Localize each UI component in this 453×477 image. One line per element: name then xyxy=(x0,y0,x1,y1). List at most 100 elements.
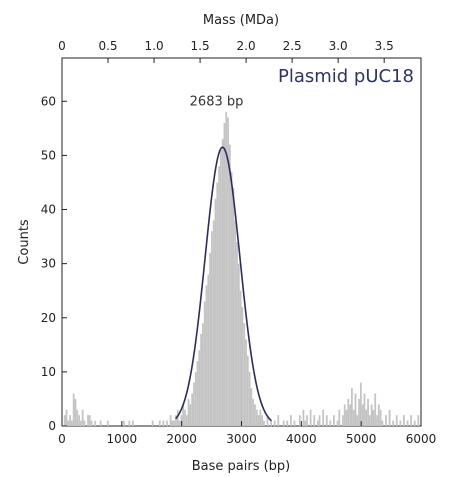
top-tick-label: 0 xyxy=(58,39,66,53)
top-tick-label: 2.0 xyxy=(237,39,256,53)
histogram-bar xyxy=(202,323,204,426)
histogram-bar xyxy=(342,415,344,426)
histogram-bar xyxy=(94,420,97,426)
histogram-bar xyxy=(359,382,362,426)
histogram-bar xyxy=(399,420,402,426)
histogram-bar xyxy=(413,420,416,426)
histogram-bar xyxy=(78,415,80,426)
histogram-bar xyxy=(246,355,249,426)
histogram-bar xyxy=(132,420,134,426)
histogram-bar xyxy=(227,117,229,426)
histogram-bar xyxy=(175,415,177,426)
histogram-bar xyxy=(67,420,70,426)
gaussian-fit-curve xyxy=(175,146,272,422)
y-tick-label: 20 xyxy=(41,311,56,325)
x-tick-label: 4000 xyxy=(286,432,317,446)
histogram-bar xyxy=(372,409,375,426)
histogram-bar xyxy=(298,415,301,426)
y-tick-label: 50 xyxy=(41,148,56,162)
histogram-bar xyxy=(234,220,237,426)
histogram-bar xyxy=(368,415,371,426)
histogram-bar xyxy=(403,415,405,426)
histogram-bar xyxy=(79,420,82,426)
x-tick-label: 2000 xyxy=(166,432,197,446)
y-axis-label: Counts xyxy=(17,219,32,265)
histogram-bar xyxy=(406,420,409,426)
histogram-bar xyxy=(313,415,316,426)
histogram-bar xyxy=(194,371,197,426)
x-tick-label: 3000 xyxy=(226,432,257,446)
histogram-bar xyxy=(363,393,366,426)
histogram-bar xyxy=(286,420,289,426)
histogram-bar xyxy=(128,420,131,426)
histogram-bar xyxy=(99,420,102,426)
x-axis-label: Base pairs (bp) xyxy=(192,459,291,474)
histogram-bar xyxy=(385,415,387,426)
x-tick-label: 5000 xyxy=(346,432,377,446)
histogram-bar xyxy=(395,415,398,426)
histogram-bar xyxy=(230,171,233,426)
histogram-bar xyxy=(250,388,253,426)
histogram-bar xyxy=(304,420,307,426)
histogram-bar xyxy=(189,404,192,426)
histogram-bar xyxy=(191,393,194,426)
top-tick-label: 2.5 xyxy=(283,39,302,53)
histogram-bar xyxy=(63,415,66,426)
histogram-bar xyxy=(218,166,220,426)
histogram-bar xyxy=(239,290,242,426)
top-tick-label: 1.5 xyxy=(191,39,210,53)
histogram-bar xyxy=(210,231,213,426)
histogram-bar xyxy=(158,420,161,426)
histogram-bar xyxy=(343,404,346,426)
histogram-bar xyxy=(325,415,328,426)
histogram-bar xyxy=(302,409,305,426)
histogram-bar xyxy=(417,415,420,426)
histogram-bar xyxy=(392,420,395,426)
histogram-bar xyxy=(289,415,292,426)
histogram-bar xyxy=(76,409,79,426)
histogram-bar xyxy=(237,263,240,426)
histogram-bar xyxy=(203,301,206,426)
histogram-bar xyxy=(166,420,168,426)
x-tick-label: 6000 xyxy=(406,432,437,446)
histogram-bar xyxy=(236,242,238,426)
histogram-bar xyxy=(248,371,251,426)
histogram-bar xyxy=(252,398,255,426)
histogram-bar xyxy=(184,409,186,426)
peak-annotation: 2683 bp xyxy=(190,94,244,109)
histogram-bar xyxy=(193,382,195,426)
histogram-bar xyxy=(198,350,201,426)
histogram-bar xyxy=(72,393,75,426)
histogram-bar xyxy=(333,415,335,426)
top-tick-label: 3.5 xyxy=(375,39,394,53)
histogram-bar xyxy=(200,334,203,426)
histogram-bar xyxy=(322,409,325,426)
histogram-bar xyxy=(381,420,384,426)
histogram-bar xyxy=(379,409,382,426)
histogram-bar xyxy=(410,415,413,426)
histogram-bar xyxy=(309,409,312,426)
histogram-bar xyxy=(245,339,247,426)
histogram-bar xyxy=(169,415,172,426)
histogram-bar xyxy=(196,361,199,426)
histogram-bar xyxy=(90,420,93,426)
histogram-bar xyxy=(162,420,165,426)
histogram-bar xyxy=(263,420,265,426)
histogram-bar xyxy=(74,398,77,426)
y-tick-label: 60 xyxy=(41,94,56,108)
y-axis: 0 10 20 30 40 50 60 xyxy=(41,94,67,433)
histogram-bar xyxy=(338,409,341,426)
histogram-bar xyxy=(241,306,244,426)
y-tick-label: 0 xyxy=(48,419,56,433)
histogram-bar xyxy=(209,252,211,426)
histogram-bar xyxy=(367,398,369,426)
plot-title: Plasmid pUC18 xyxy=(278,66,414,87)
histogram-bar xyxy=(178,420,181,426)
histogram-bar xyxy=(207,274,210,426)
histogram-bar xyxy=(376,415,378,426)
histogram-bar xyxy=(261,415,264,426)
histogram-bar xyxy=(365,409,368,426)
histogram-bar xyxy=(259,409,262,426)
histogram-bar xyxy=(377,404,380,426)
